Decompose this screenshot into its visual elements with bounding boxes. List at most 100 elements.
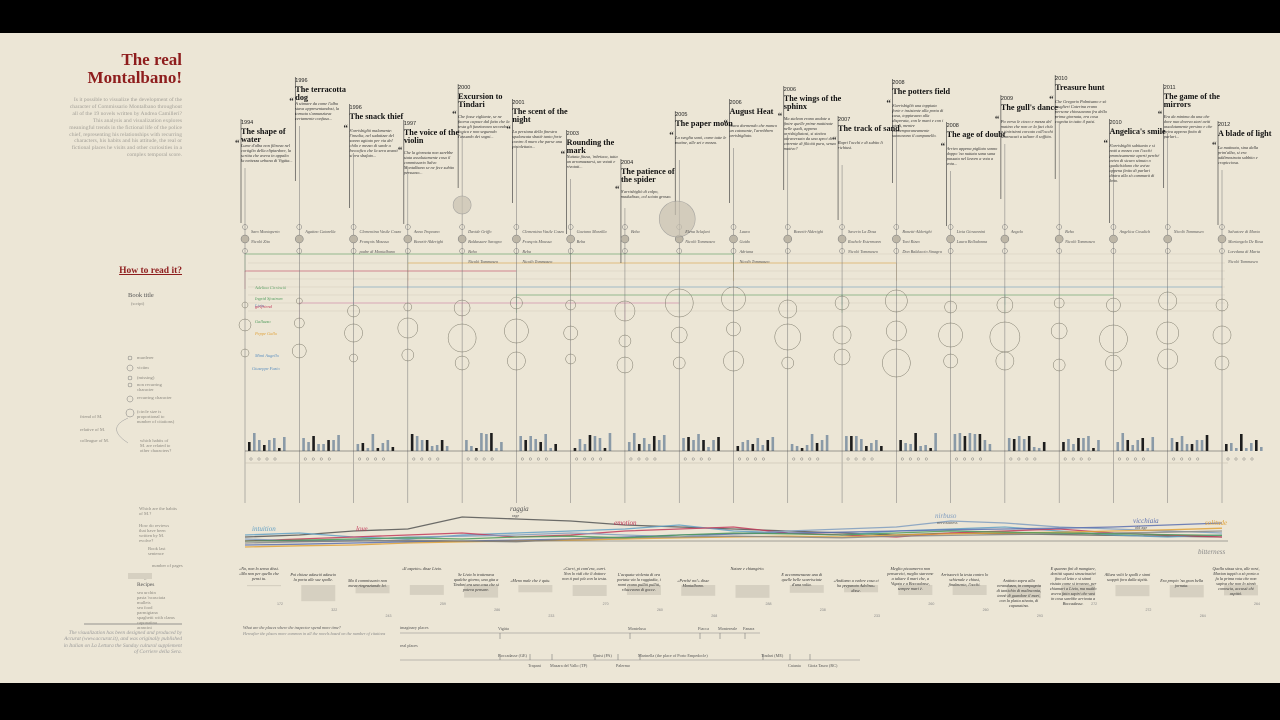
habit-bar [919, 446, 922, 451]
habit-circle [670, 326, 688, 344]
habit-bar [642, 438, 646, 451]
habit-bar [1037, 448, 1041, 451]
recipe-icon [436, 457, 440, 461]
book-opening-quote: La sveglia sonò, come tutte le matine, a… [669, 133, 727, 145]
book-length-bar [464, 585, 499, 598]
recipe-icon [273, 457, 277, 461]
habit-circle [238, 318, 252, 332]
habit-bar [495, 448, 498, 451]
habit-bar [273, 438, 276, 451]
book-pages: 270 [602, 602, 609, 606]
sentiment-label: vicchiaia [1133, 517, 1159, 525]
character-name: Beba [468, 249, 477, 254]
habit-bar [1235, 448, 1238, 451]
book-opening-quote: Che Gregorio Palmisano e sò muglieri Cat… [1049, 97, 1107, 124]
book-opening-quote: Che fosse vigliante, se ne faceva capace… [452, 112, 510, 139]
habit-bar [963, 436, 967, 451]
character-name: Don Balduccio Sinagra [902, 249, 942, 254]
book-year: 2006 [783, 87, 797, 93]
legend-item: (missing) [137, 375, 155, 380]
character-name: Agatino Catarella [305, 229, 336, 234]
habit-circle [1215, 298, 1229, 312]
character-marker [893, 224, 900, 230]
character-marker [1000, 234, 1010, 244]
habit-bar [312, 436, 315, 451]
book-title: The wings of the sphinx [783, 94, 842, 112]
character-name: François Moussa [359, 239, 389, 244]
habit-bar [662, 435, 666, 451]
book-pages: 172 [277, 602, 283, 606]
legend-recipes-heading: Recipes [137, 582, 155, 588]
habit-circle [403, 302, 413, 312]
book-opening-quote: Era da minima da una che dove nun doveva… [1158, 112, 1216, 139]
recipe-icon [583, 457, 587, 461]
legend-symbol [126, 364, 134, 372]
page-title: The real Montalbano! [88, 51, 182, 87]
recipe-icon [1226, 457, 1230, 461]
recipe-item: spaghetti with clams [137, 615, 175, 620]
recipe-icon [691, 457, 695, 461]
book-opening-quote: Ma stalvan erano andate a finire quelle … [778, 114, 836, 151]
book-title: Excursion to Tindari [458, 92, 503, 110]
recipe-icon [544, 457, 548, 461]
character-name: Bonetti-Alderighi [413, 239, 444, 244]
book-opening-quote: Pa verso le cinco e mezza del matino che… [995, 117, 1053, 139]
recipe-icon [645, 457, 649, 461]
habit-bar [983, 440, 987, 451]
character-name: Beba [522, 249, 531, 254]
sentiment-line-bitterness [244, 530, 1223, 544]
character-name: Livia Giovannini [956, 229, 986, 234]
character-marker [513, 248, 520, 254]
habit-circle [778, 299, 798, 319]
book-year: 1996 [295, 78, 308, 84]
habit-bar [356, 444, 360, 451]
place-name: Montereale [718, 626, 738, 631]
recipe-icon [591, 457, 595, 461]
sentiment-line-green [244, 530, 1223, 542]
recipe-icon [1017, 457, 1021, 461]
habit-bar [366, 448, 370, 451]
book-last-sentence: «No, non lo senso dissi. «Ma non per que… [238, 566, 279, 581]
character-axis-label: Galluzzo [255, 319, 271, 324]
book-pages: 233 [874, 614, 881, 618]
recipe-icon [412, 457, 416, 461]
habit-bar [790, 444, 794, 451]
character-marker [1056, 224, 1062, 230]
character-marker [785, 224, 791, 230]
character-name: Gaetano Marzilla [576, 229, 607, 234]
book-opening-quote: Nuttata fitusa, 'mbriaca, tutta un arram… [561, 152, 619, 169]
recipe-icon [1118, 457, 1121, 461]
character-axis-label: Mimì Augello [255, 353, 279, 358]
habit-bar [1042, 442, 1046, 451]
habit-bar [327, 440, 330, 451]
places-real-label: real places [400, 643, 418, 648]
book-length-bar [301, 585, 336, 602]
book-last-sentence: «Meno male che è quiu. [510, 578, 551, 583]
character-marker [242, 248, 248, 254]
habit-circle [664, 288, 694, 318]
habit-circle [1099, 324, 1128, 354]
habit-bar [1230, 443, 1233, 451]
habit-bar [815, 443, 819, 451]
book-pages: 238 [819, 608, 826, 612]
book-length-bar [735, 585, 770, 598]
book-pages: 259 [439, 602, 446, 606]
habit-bar [860, 439, 863, 451]
habit-bar [337, 435, 340, 451]
habit-bar [1141, 438, 1145, 451]
legend-habits: Which are the habits of M.? [139, 506, 177, 516]
habit-circle [833, 348, 851, 366]
habit-bar [519, 436, 522, 451]
habit-bar [322, 444, 325, 451]
habit-circle [943, 353, 958, 369]
recipe-icon [979, 457, 983, 461]
place-name: Montelusa [628, 626, 646, 631]
recipe-icon [637, 457, 641, 461]
habit-bar [1175, 442, 1179, 451]
habit-bar [317, 444, 320, 451]
character-marker [1109, 234, 1118, 244]
recipe-icon [629, 457, 633, 461]
habit-circle [1214, 355, 1230, 371]
habit-bar [761, 445, 765, 451]
recipe-icon [466, 457, 470, 461]
